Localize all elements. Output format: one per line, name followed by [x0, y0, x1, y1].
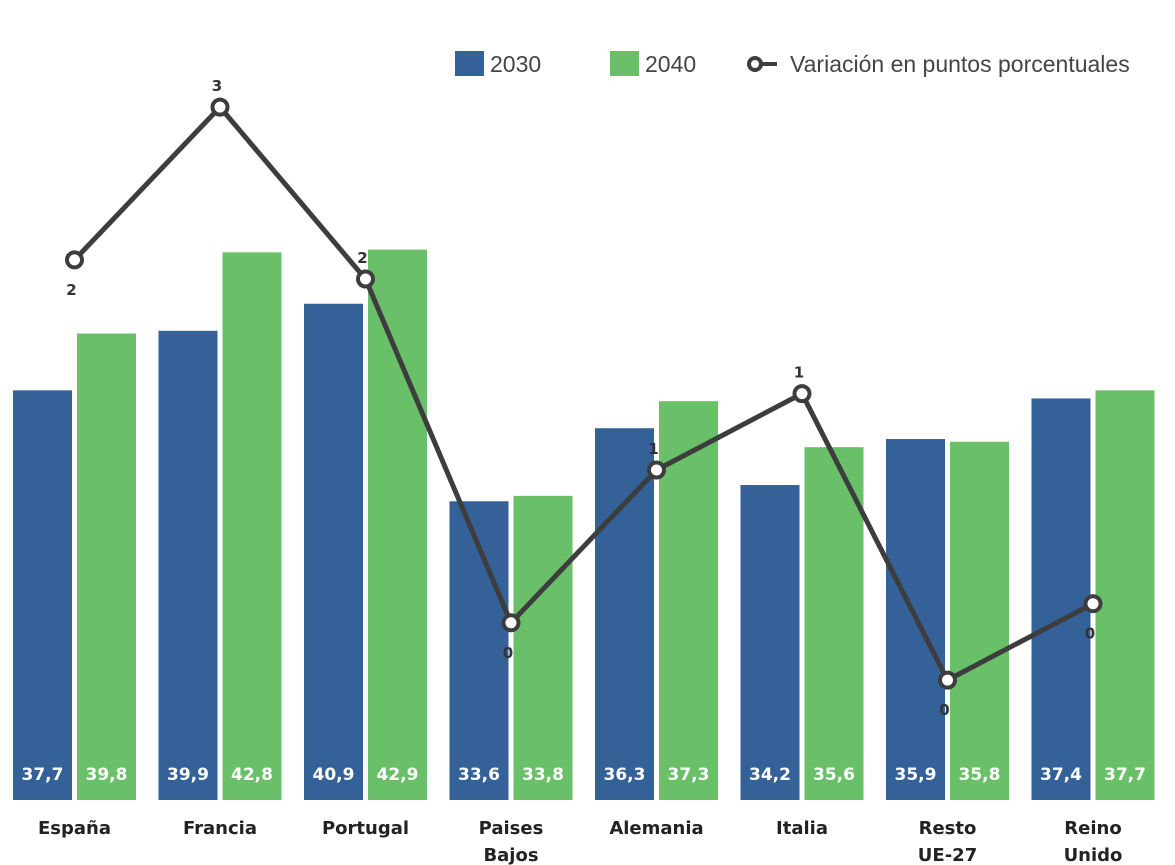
bar-2040-7 — [1095, 390, 1155, 800]
variation-point — [647, 460, 666, 480]
bar-2040-4 — [659, 401, 718, 800]
variation-point — [792, 384, 812, 404]
bar-value-label: 35,8 — [959, 765, 1001, 785]
variation-point — [1083, 594, 1103, 614]
bar-2040-5 — [804, 447, 864, 800]
category-label: Reino Unido — [1064, 818, 1123, 865]
bar-2040-6 — [950, 441, 1009, 800]
bar-value-label: 33,8 — [522, 765, 564, 785]
bar-2030-1 — [158, 330, 218, 800]
variation-value-label: 0 — [939, 701, 949, 719]
bar-2030-5 — [740, 485, 800, 800]
variation-value-label: 0 — [1085, 625, 1095, 643]
bar-value-label: 42,8 — [231, 765, 273, 785]
variation-line — [72, 104, 1095, 683]
bar-value-label: 34,2 — [749, 765, 791, 785]
variation-value-label: 2 — [66, 281, 76, 299]
bar-value-label: 37,7 — [22, 765, 64, 785]
legend-circle-marker — [747, 56, 763, 72]
bar-2040-1 — [222, 252, 282, 800]
variation-value-label: 0 — [503, 644, 513, 662]
bar-value-label: 36,3 — [604, 765, 646, 785]
variation-point — [65, 250, 84, 270]
legend-label-2040: 2040 — [645, 51, 696, 77]
variation-point — [938, 670, 957, 690]
category-labels: España Francia Portugal Paises Bajos Alemania… — [38, 818, 1122, 865]
bar-value-label: 42,9 — [377, 765, 419, 785]
variation-value-label: 1 — [794, 364, 804, 382]
legend-label-variation: Variación en puntos porcentuales — [790, 51, 1130, 77]
legend-swatch-2040 — [610, 51, 639, 76]
variation-value-label: 2 — [357, 249, 367, 267]
bar-value-label: 37,4 — [1040, 765, 1082, 785]
bar-value-label: 35,9 — [895, 765, 937, 785]
bar-2030-0 — [13, 390, 72, 800]
variation-point — [501, 613, 521, 633]
category-label: Portugal — [322, 818, 409, 839]
variation-point — [356, 269, 375, 289]
bars-layer: 37,7 39,8 39,9 42,8 40,9 42,9 33,6 33,8 36,3 37,3… — [13, 249, 1155, 801]
bar-2040-3 — [513, 495, 573, 800]
bar-value-label: 33,6 — [458, 765, 500, 785]
category-label: Resto UE-27 — [918, 818, 977, 865]
bar-2030-2 — [304, 303, 363, 800]
category-label: España — [38, 818, 111, 839]
bar-value-label: 35,6 — [813, 765, 855, 785]
category-label: Italia — [776, 818, 828, 839]
legend: 2030 2040 Variación en puntos porcentuales — [455, 51, 1130, 77]
bar-value-label: 39,9 — [167, 765, 209, 785]
bar-value-label: 40,9 — [313, 765, 355, 785]
category-label: Francia — [183, 818, 257, 839]
variation-value-label: 1 — [648, 440, 658, 458]
legend-swatch-2030 — [455, 51, 484, 76]
variation-point — [210, 97, 230, 117]
legend-label-2030: 2030 — [490, 51, 541, 77]
category-label: Paises Bajos — [479, 818, 544, 865]
category-label: Alemania — [609, 818, 703, 839]
bar-2030-4 — [595, 428, 654, 800]
bar-value-label: 37,7 — [1104, 765, 1146, 785]
variation-value-label: 3 — [212, 77, 222, 95]
bar-value-label: 39,8 — [86, 765, 128, 785]
variation-line-layer: 2 3 2 0 1 1 0 0 — [65, 77, 1103, 719]
bar-2030-7 — [1031, 398, 1091, 800]
bar-2040-2 — [368, 249, 427, 801]
bar-value-label: 37,3 — [668, 765, 710, 785]
bar-2040-0 — [77, 333, 136, 800]
